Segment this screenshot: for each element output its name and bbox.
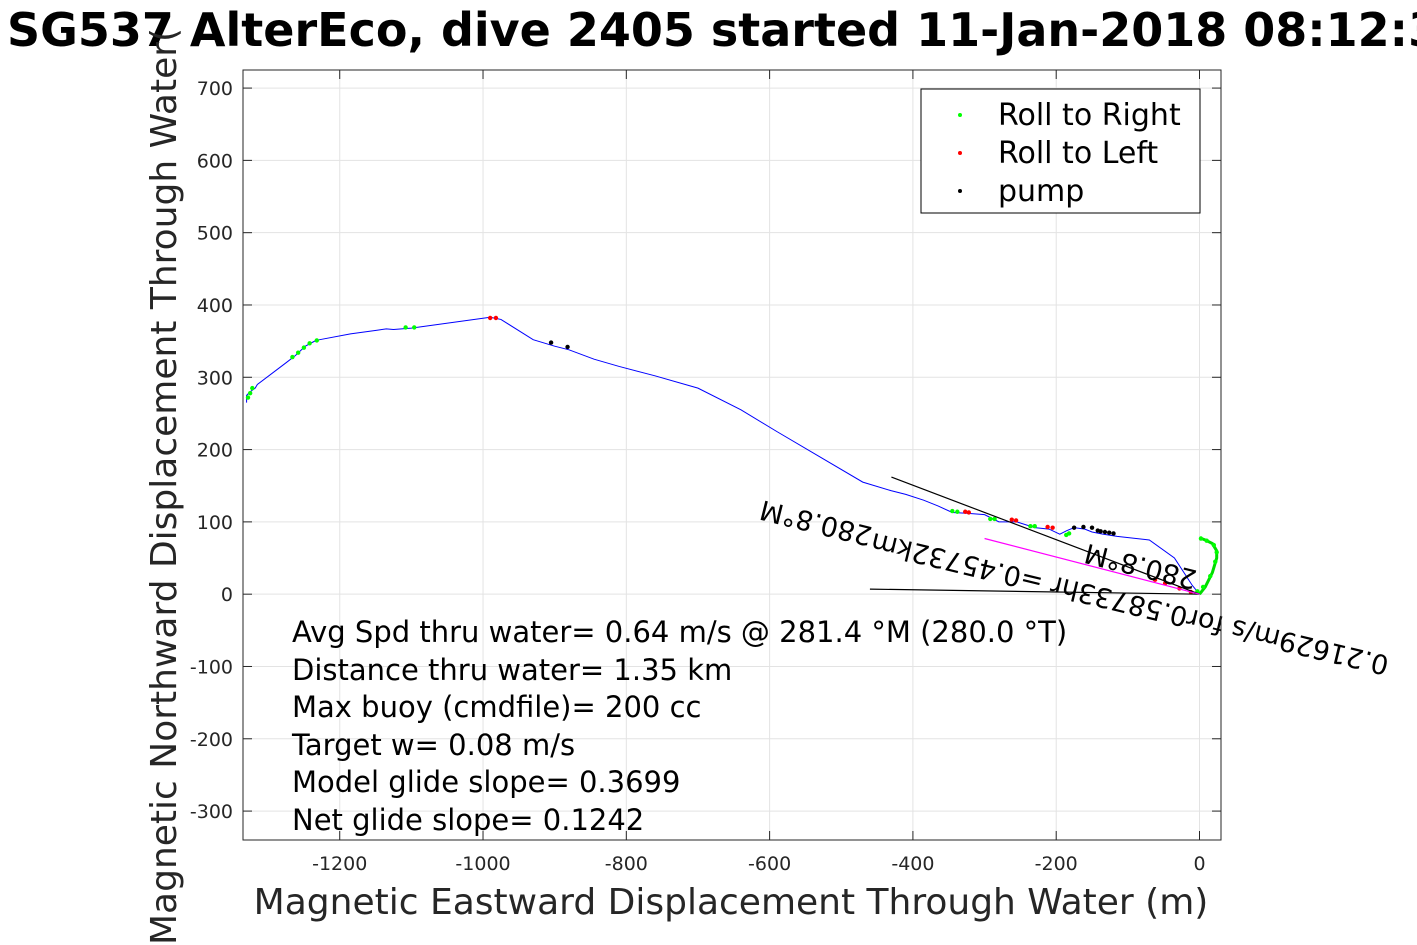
x-tick-label: -1200 [312,853,367,875]
roll-right-point [1198,536,1204,541]
roll-right-point [412,325,417,330]
y-tick-label: -300 [190,801,233,823]
current-vector-line [891,476,1200,595]
dive-statistics: Avg Spd thru water= 0.64 m/s @ 281.4 °M … [291,615,1067,837]
roll-left-point [1152,577,1158,582]
roll-right-point [1211,542,1217,548]
pump-point [548,340,554,345]
y-tick-label: 300 [197,367,233,389]
pump-point [1089,525,1095,530]
pump-point [1102,529,1108,535]
y-axis-label: Magnetic Northward Displacement Through … [144,28,185,945]
current-vector-line [984,537,1200,595]
x-axis-label: Magnetic Eastward Displacement Through W… [254,882,1209,923]
stat-target-w: Target w= 0.08 m/s [291,728,575,762]
roll-right-point [1208,573,1213,579]
y-tick-label: 200 [197,440,233,462]
roll-left-point [1045,524,1050,530]
x-tick-label: -1000 [455,853,510,875]
x-tick-label: -800 [605,853,648,875]
roll-left-point [493,315,499,321]
roll-right-point [295,350,301,355]
pump-point [565,344,570,350]
roll-right-point [950,508,955,514]
roll-right-point [1200,584,1206,590]
roll-right-point [1213,559,1218,564]
pump-point [1081,524,1086,530]
roll-right-point [1032,524,1037,529]
y-tick-label: 400 [197,295,233,317]
roll-left-point [966,510,971,515]
legend-box [920,88,1201,214]
roll-right-point [403,325,408,330]
roll-right-point [1214,550,1219,555]
roll-left-point [487,315,493,321]
x-tick-label: -200 [1035,853,1078,875]
y-tick-label: 600 [197,150,233,172]
x-tick-label: 0 [1193,853,1205,875]
roll-right-point [301,345,307,350]
legend-label-roll-left: Roll to Left [998,136,1158,171]
legend: Roll to Right Roll to Left pump [920,88,1201,214]
roll-left-point [963,509,968,514]
y-tick-label: -200 [190,729,233,751]
pump-point [1071,525,1077,530]
roll-right-point [290,354,295,360]
legend-marker-roll-right [958,113,962,117]
pump-point [1107,530,1112,535]
roll-right-point [1204,538,1209,543]
pump-point [1111,531,1116,536]
axes-frame [242,69,1222,841]
roll-right-point [1028,524,1033,529]
marker-layer [245,315,1219,595]
x-tick-label: -400 [891,853,934,875]
stat-avg-speed: Avg Spd thru water= 0.64 m/s @ 281.4 °M … [292,615,1067,649]
axis-ticks: -1200 -1000 -800 -600 -400 -200 0-300-200-1000… [190,70,1221,875]
roll-right-point [250,385,255,391]
roll-right-point [988,516,993,522]
current-vector-line [869,588,1200,595]
chart-title: SG537 AlterEco, dive 2405 started 11-Jan… [7,3,1417,57]
stat-model-glide-slope: Model glide slope= 0.3699 [292,765,680,799]
roll-left-point [1009,517,1014,522]
roll-right-point [245,395,251,400]
roll-right-point [955,509,960,514]
roll-right-point [307,341,312,346]
roll-right-point [1066,531,1072,536]
legend-marker-roll-left [958,151,962,155]
y-tick-label: 500 [197,223,233,245]
y-tick-label: 100 [197,512,233,534]
roll-left-point [1013,518,1019,523]
pump-point [1098,529,1103,534]
roll-right-point [314,338,319,343]
x-tick-label: -600 [748,853,791,875]
stat-max-buoy: Max buoy (cmdfile)= 200 cc [292,690,701,724]
legend-label-roll-right: Roll to Right [998,98,1181,133]
roll-right-point [247,390,253,396]
y-tick-label: 700 [197,78,233,100]
roll-left-point [1050,525,1055,530]
stat-distance: Distance thru water= 1.35 km [292,653,732,687]
stat-net-glide-slope: Net glide slope= 0.1242 [292,803,644,837]
legend-label-pump: pump [998,174,1084,209]
y-tick-label: -100 [190,656,233,678]
roll-right-point [992,516,997,522]
y-tick-label: 0 [221,584,233,606]
legend-marker-pump [958,189,962,193]
